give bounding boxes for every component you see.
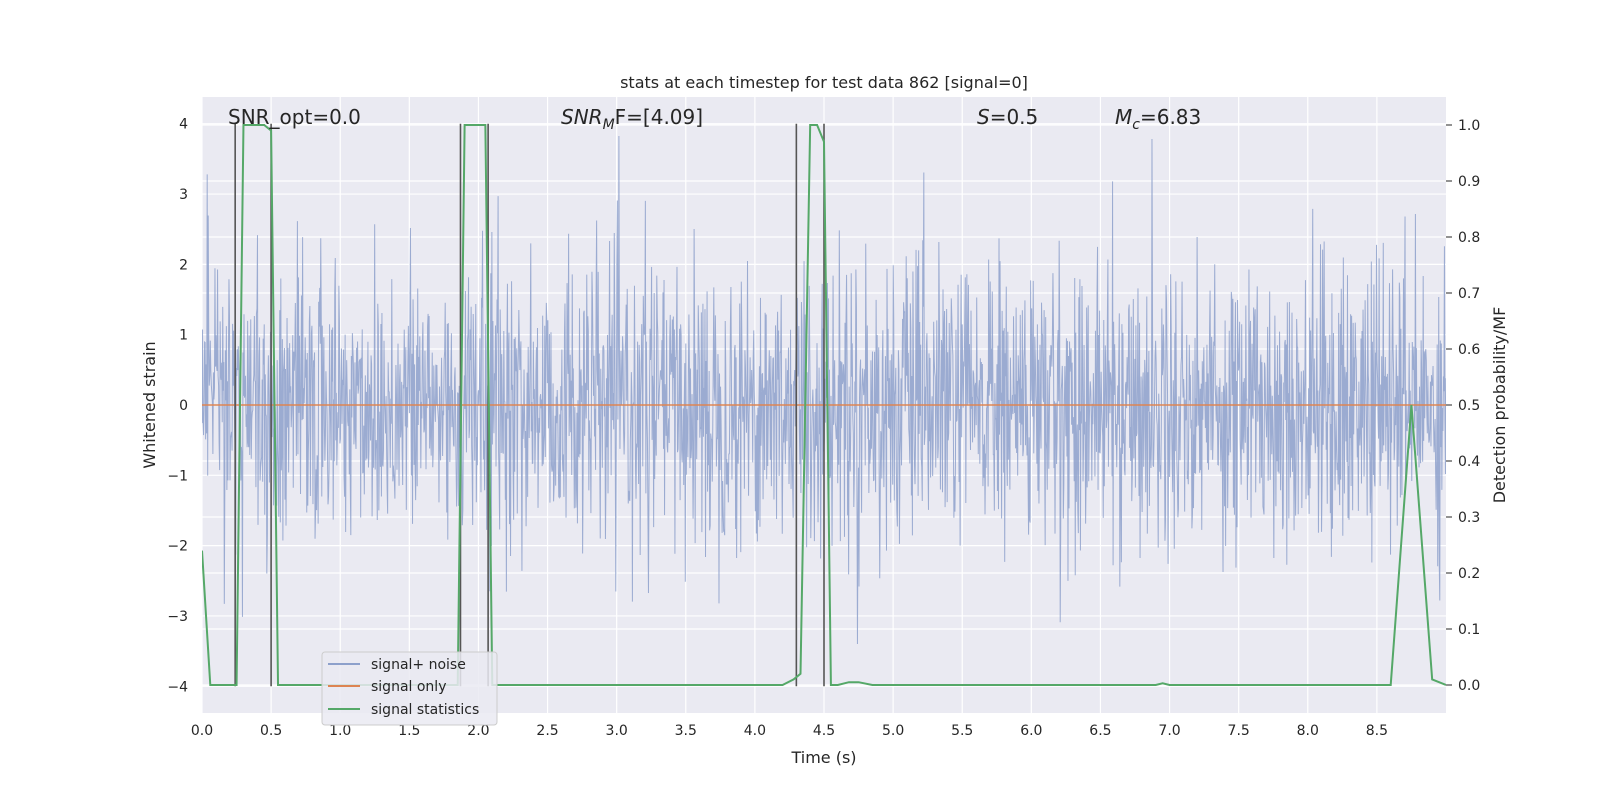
- y-right-tick-label: 0.1: [1458, 622, 1480, 638]
- legend: signal+ noise signal only signal statist…: [321, 651, 498, 726]
- x-axis-ticks: 0.0 0.5 1.0 1.5 2.0 2.5 3.0 3.5 4.0 4.5 5.0 5.5 6.0 6…: [191, 723, 1388, 739]
- y-left-tick-label: −2: [167, 539, 188, 555]
- legend-label-noise: signal+ noise: [371, 657, 466, 673]
- y-right-tick-label: 0.3: [1458, 510, 1480, 526]
- y-right-tick-label: 0.0: [1458, 678, 1480, 694]
- y-left-tick-label: −3: [167, 609, 188, 625]
- x-tick-label: 0.5: [260, 723, 282, 739]
- x-tick-label: 1.5: [398, 723, 420, 739]
- y-left-tick-label: 2: [179, 257, 188, 273]
- y-left-tick-label: 4: [179, 117, 188, 133]
- annotation-s-rest: =0.5: [990, 105, 1039, 129]
- signal-statistics-series: [202, 124, 1446, 686]
- signal-statistics-line: [202, 124, 1446, 686]
- right-y-axis-label: Detection probability/MF: [1490, 307, 1509, 504]
- annotation-mc-rest: =6.83: [1140, 105, 1201, 129]
- annotation-mc-base: M: [1115, 105, 1132, 129]
- x-tick-label: 4.5: [813, 723, 835, 739]
- left-y-axis-ticks: −4 −3 −2 −1 0 1 2 3 4: [167, 117, 188, 696]
- x-tick-label: 3.5: [675, 723, 697, 739]
- y-left-tick-label: −4: [167, 679, 188, 695]
- y-right-tick-label: 0.5: [1458, 398, 1480, 414]
- x-tick-label: 3.0: [606, 723, 628, 739]
- legend-label-signal: signal only: [371, 679, 446, 695]
- y-left-tick-label: −1: [167, 468, 188, 484]
- x-tick-label: 7.0: [1158, 723, 1180, 739]
- y-right-tick-label: 0.2: [1458, 566, 1480, 582]
- x-axis-label: Time (s): [790, 748, 856, 767]
- y-right-tick-label: 0.7: [1458, 286, 1480, 302]
- y-left-tick-label: 3: [179, 187, 188, 203]
- y-left-tick-label: 1: [179, 328, 188, 344]
- x-tick-label: 6.0: [1020, 723, 1042, 739]
- y-right-tick-label: 0.8: [1458, 230, 1480, 246]
- annotation-s-italic: S: [977, 105, 990, 129]
- annotation-snr-mf-sub: M: [603, 117, 615, 133]
- x-tick-label: 5.5: [951, 723, 973, 739]
- annotation-snr-mf: SNRMF=[4.09]: [561, 105, 703, 133]
- legend-box: [321, 651, 498, 726]
- annotation-s: S=0.5: [977, 105, 1038, 129]
- y-right-tick-label: 0.6: [1458, 342, 1480, 358]
- x-tick-label: 4.0: [744, 723, 766, 739]
- x-tick-label: 5.0: [882, 723, 904, 739]
- x-tick-label: 8.0: [1297, 723, 1319, 739]
- annotation-mc: Mc=6.83: [1115, 105, 1201, 133]
- x-tick-label: 2.0: [467, 723, 489, 739]
- legend-label-stats: signal statistics: [371, 702, 479, 718]
- x-tick-label: 8.5: [1366, 723, 1388, 739]
- x-tick-label: 0.0: [191, 723, 213, 739]
- annotation-snr-mf-rest: F=[4.09]: [615, 105, 703, 129]
- y-right-tick-label: 0.4: [1458, 454, 1480, 470]
- x-tick-label: 1.0: [329, 723, 351, 739]
- y-right-tick-label: 0.9: [1458, 174, 1480, 190]
- y-left-tick-label: 0: [179, 398, 188, 414]
- x-tick-label: 2.5: [536, 723, 558, 739]
- y-right-tick-label: 1.0: [1458, 118, 1480, 134]
- annotation-snr-opt: SNR_opt=0.0: [228, 105, 361, 129]
- chart-title: stats at each timestep for test data 862…: [620, 73, 1028, 92]
- right-y-axis-ticks: 0.0 0.1 0.2 0.3 0.4 0.5 0.6 0.7 0.8 0.9 1.0: [1446, 118, 1480, 694]
- annotation-mc-sub: c: [1132, 117, 1140, 133]
- x-tick-label: 6.5: [1089, 723, 1111, 739]
- annotation-snr-mf-base: SNR: [561, 105, 603, 129]
- left-y-axis-label: Whitened strain: [140, 341, 159, 468]
- x-tick-label: 7.5: [1228, 723, 1250, 739]
